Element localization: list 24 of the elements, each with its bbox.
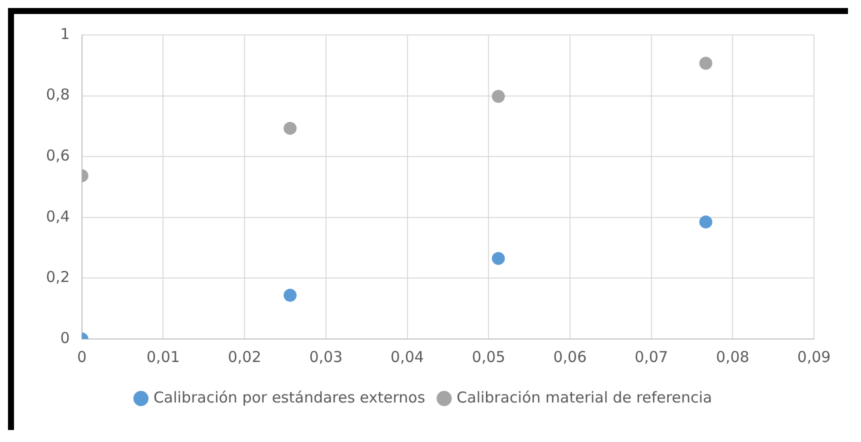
- x-tick-label: 0,08: [716, 348, 750, 366]
- legend-label: Calibración por estándares externos: [153, 388, 426, 406]
- x-tick-label: 0: [77, 348, 87, 366]
- y-tick-label: 0,6: [46, 146, 70, 164]
- x-tick-label: 0,05: [472, 348, 506, 366]
- x-tick-label: 0,07: [634, 348, 668, 366]
- point: [699, 215, 712, 228]
- x-tick-label: 0,03: [309, 348, 343, 366]
- legend-label: Calibración material de referencia: [456, 388, 712, 406]
- x-tick-label: 0,01: [146, 348, 180, 366]
- point: [492, 90, 505, 103]
- x-tick-label: 0,02: [228, 348, 262, 366]
- y-tick-label: 0,4: [46, 207, 70, 226]
- point: [284, 288, 297, 302]
- point: [699, 56, 712, 70]
- point: [284, 122, 297, 135]
- x-tick-label: 0,04: [390, 348, 424, 366]
- x-tick-label: 0,06: [553, 348, 587, 366]
- y-tick-label: 0,8: [46, 86, 70, 104]
- y-tick-label: 0,2: [46, 268, 70, 286]
- y-tick-label: 1: [60, 24, 70, 43]
- y-tick-label: 0: [60, 328, 70, 347]
- point: [492, 252, 505, 265]
- x-tick-label: 0,09: [797, 348, 831, 366]
